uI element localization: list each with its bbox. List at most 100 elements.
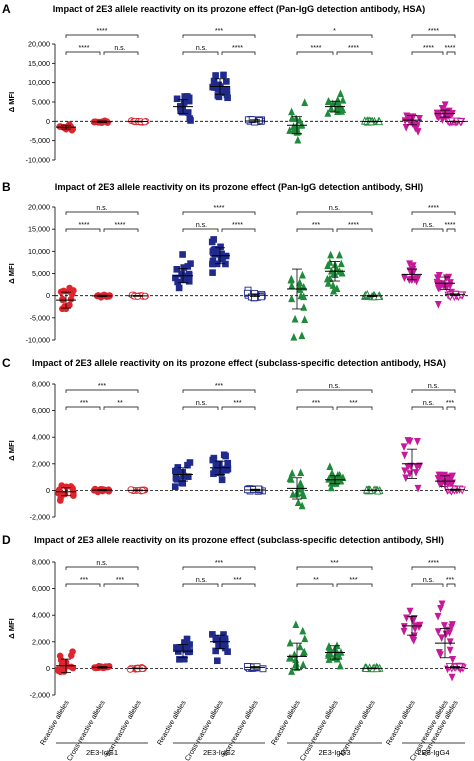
data-point xyxy=(300,292,308,301)
sig-bracket xyxy=(446,228,456,232)
sig-label: **** xyxy=(79,222,90,229)
sig-bracket xyxy=(411,51,444,55)
sig-label: *** xyxy=(312,222,320,229)
y-tick-label: 0 xyxy=(46,664,50,673)
sig-label: **** xyxy=(445,222,456,229)
data-point xyxy=(324,261,332,270)
chart-title: Impact of 2E3 allele reactivity on its p… xyxy=(53,4,426,14)
data-point xyxy=(413,438,421,446)
data-point xyxy=(173,95,181,103)
sig-bracket xyxy=(182,51,219,55)
data-point xyxy=(300,303,308,311)
y-axis-label: Δ MFI xyxy=(7,440,16,460)
sig-label: *** xyxy=(446,577,454,584)
data-point xyxy=(448,673,456,682)
x-group-label: 2E3-IgG3 xyxy=(318,748,350,757)
data-point xyxy=(433,112,441,121)
data-point xyxy=(336,470,344,479)
data-point xyxy=(298,331,306,340)
sig-bracket xyxy=(411,228,444,232)
data-point xyxy=(223,91,231,99)
data-point xyxy=(251,294,258,302)
sig-label: *** xyxy=(215,383,223,390)
sig-bracket xyxy=(411,211,456,215)
sig-bracket xyxy=(446,406,456,410)
sig-bracket xyxy=(446,51,456,55)
sig-bracket xyxy=(65,51,101,55)
y-axis-label: Δ MFI xyxy=(7,263,16,283)
data-point xyxy=(299,626,307,635)
data-point xyxy=(59,295,66,303)
data-point xyxy=(171,483,179,490)
sig-label: *** xyxy=(98,383,106,390)
data-point xyxy=(402,124,410,132)
sig-label: *** xyxy=(233,400,241,407)
sig-bracket xyxy=(296,228,334,232)
y-tick-label: 6,000 xyxy=(32,406,50,415)
data-point xyxy=(410,632,418,641)
sig-bracket xyxy=(182,583,219,587)
sig-bracket xyxy=(336,406,373,410)
data-point xyxy=(324,109,332,117)
y-tick-label: -2,000 xyxy=(30,513,50,522)
sig-bracket xyxy=(411,406,444,410)
sig-label: n.s. xyxy=(114,45,125,52)
data-point xyxy=(184,109,192,116)
data-point xyxy=(217,469,225,477)
data-point xyxy=(406,607,414,616)
data-point xyxy=(334,107,342,115)
x-category-label: Reactive alleles xyxy=(38,698,71,746)
y-tick-label: 15,000 xyxy=(28,225,50,234)
data-point xyxy=(296,116,304,124)
data-point xyxy=(209,269,216,276)
data-point xyxy=(434,284,442,293)
data-point xyxy=(411,625,419,634)
sig-label: n.s. xyxy=(96,560,107,567)
sig-label: **** xyxy=(445,45,456,52)
y-tick-label: 0 xyxy=(46,291,50,300)
y-tick-label: 15,000 xyxy=(28,59,50,68)
sig-label: **** xyxy=(348,45,359,52)
y-tick-label: 0 xyxy=(46,117,50,126)
data-point xyxy=(434,628,442,636)
data-point xyxy=(333,97,341,106)
data-point xyxy=(209,631,216,638)
x-category-label: Reactive alleles xyxy=(269,698,302,746)
y-tick-label: -10,000 xyxy=(26,336,50,345)
data-point xyxy=(224,648,231,655)
sig-label: n.s. xyxy=(428,383,439,390)
data-point xyxy=(409,262,417,270)
data-point xyxy=(214,657,221,665)
data-point xyxy=(286,474,294,482)
data-point xyxy=(287,275,295,284)
data-point xyxy=(212,647,219,655)
sig-bracket xyxy=(336,51,373,55)
data-point xyxy=(243,663,251,670)
data-point xyxy=(222,452,229,460)
data-point xyxy=(441,101,449,110)
data-point xyxy=(215,93,223,101)
data-point xyxy=(217,243,224,251)
panel-letter: B xyxy=(2,180,11,194)
data-point xyxy=(325,643,333,651)
sig-bracket xyxy=(65,389,139,393)
data-point xyxy=(221,637,229,645)
sig-bracket xyxy=(446,583,456,587)
y-tick-label: -5,000 xyxy=(30,136,50,145)
data-point xyxy=(327,483,335,492)
data-point xyxy=(294,135,302,144)
sig-label: ** xyxy=(117,400,123,407)
y-tick-label: 5,000 xyxy=(32,98,50,107)
sig-bracket xyxy=(336,228,373,232)
data-point xyxy=(300,491,307,500)
data-point xyxy=(184,263,192,270)
sig-bracket xyxy=(411,34,456,38)
data-point xyxy=(446,646,454,655)
y-tick-label: 20,000 xyxy=(28,203,50,212)
data-point xyxy=(401,467,409,475)
data-point xyxy=(337,259,345,268)
data-point xyxy=(297,485,305,493)
y-tick-label: -10,000 xyxy=(26,156,50,165)
data-point xyxy=(173,266,181,273)
data-point xyxy=(70,287,77,294)
